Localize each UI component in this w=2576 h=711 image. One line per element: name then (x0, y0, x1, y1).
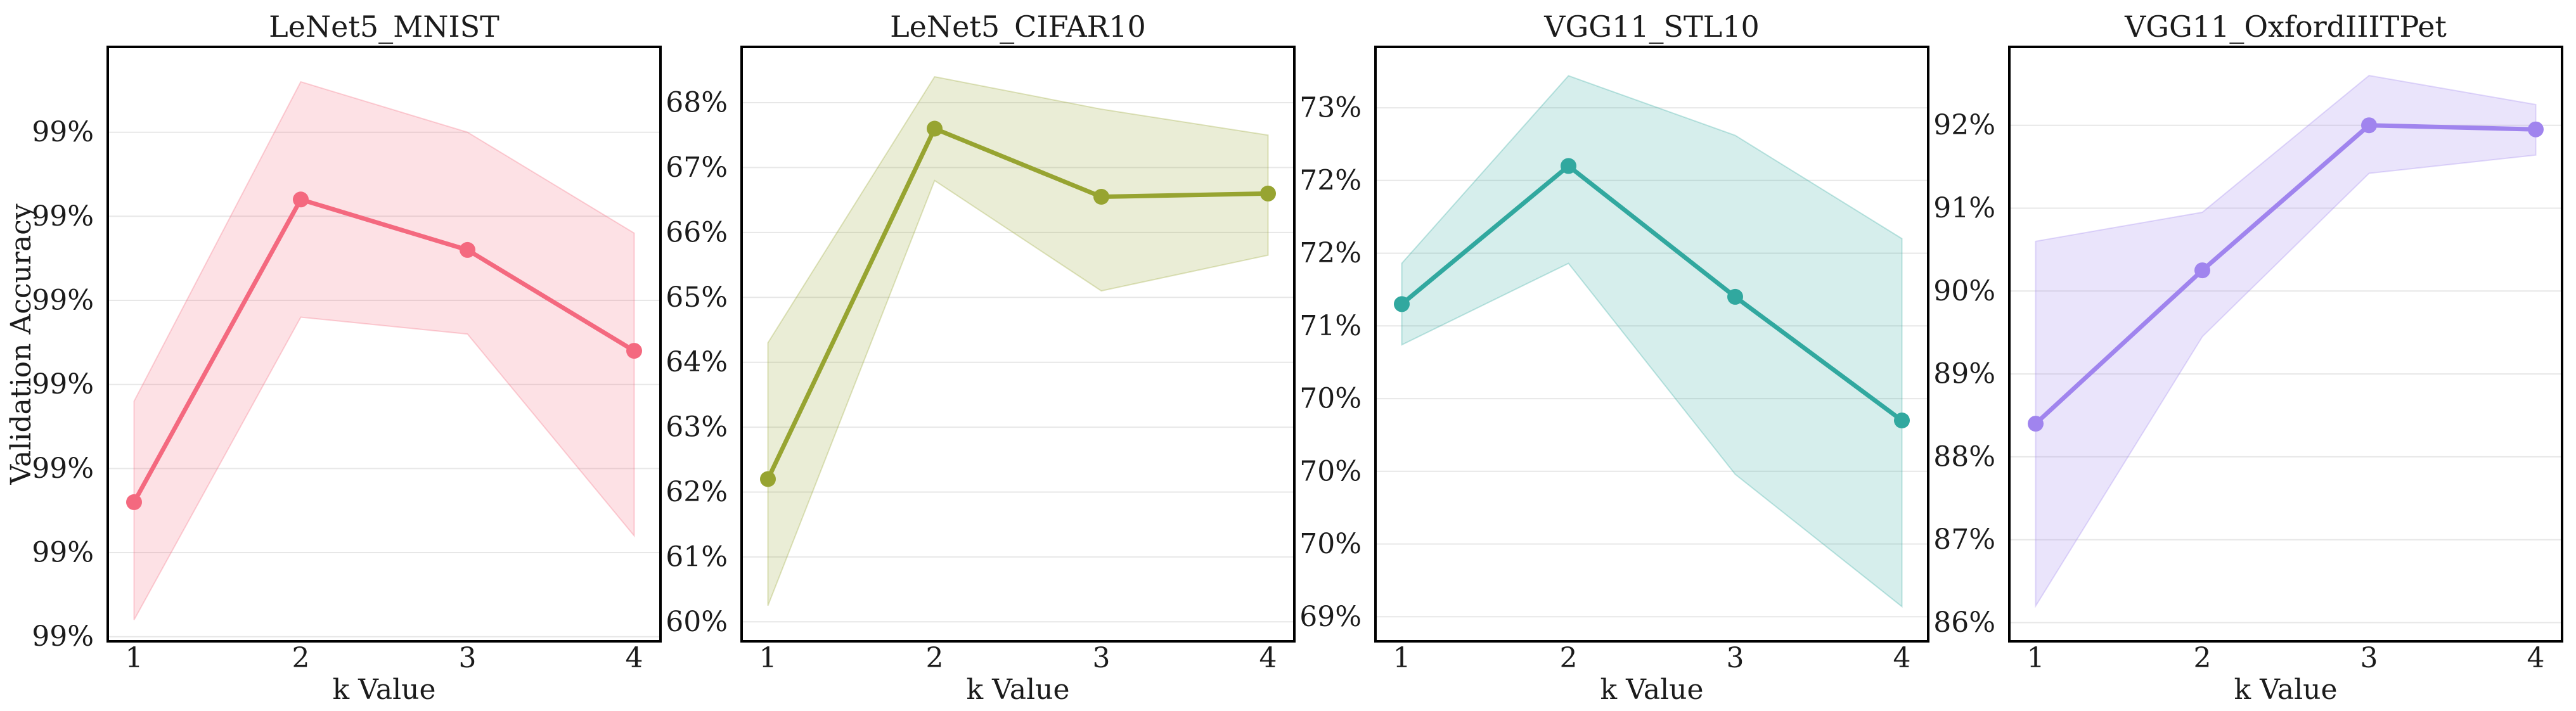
data-point-k1 (760, 471, 776, 487)
x-tick-label: 4 (2527, 642, 2545, 674)
y-tick-label: 70% (1299, 455, 1362, 487)
y-tick-label: 61% (666, 541, 728, 573)
x-tick-label: 1 (759, 642, 777, 674)
y-tick-label: 68% (666, 87, 728, 119)
chart-title: VGG11_STL10 (1543, 10, 1760, 44)
x-tick-label: 4 (626, 642, 643, 674)
y-tick-label: 99% (32, 452, 94, 485)
y-tick-label: 70% (1299, 383, 1362, 415)
y-tick-label: 65% (666, 281, 728, 314)
y-tick-label: 72% (1299, 164, 1362, 196)
y-tick-label: 99% (32, 285, 94, 317)
axes-spines (740, 46, 1296, 643)
y-tick-label: 89% (1933, 358, 1995, 390)
y-tick-label: 87% (1933, 523, 1995, 556)
y-tick-label: 99% (32, 537, 94, 569)
data-point-k4 (626, 343, 642, 359)
y-tick-label: 99% (32, 368, 94, 400)
data-point-k2 (2194, 262, 2210, 279)
y-tick-label: 88% (1933, 440, 1995, 473)
data-point-k3 (2361, 117, 2377, 134)
data-point-k3 (460, 241, 475, 258)
data-point-k1 (1394, 296, 1410, 312)
x-tick-label: 3 (1093, 642, 1111, 674)
data-point-k2 (1561, 158, 1576, 174)
x-tick-label: 2 (292, 642, 310, 674)
chart-panel-vgg11-oxfordiiitpet: 92% 91% 90% 89% 88% 87% 86% 1 2 3 4 VGG11_OxfordIII… (1933, 10, 2563, 706)
data-point-k3 (1093, 189, 1109, 205)
axes-spines (106, 46, 662, 643)
data-point-k2 (927, 120, 943, 137)
y-tick-label: 60% (666, 606, 728, 638)
y-tick-label: 73% (1299, 92, 1362, 124)
series-line (2033, 123, 2538, 426)
series-line (1400, 163, 1904, 423)
y-tick-label: 67% (666, 151, 728, 184)
x-axis-label: k Value (2234, 674, 2337, 706)
y-tick-label: 99% (32, 200, 94, 233)
axes-spines (2008, 46, 2563, 643)
x-tick-label: 1 (126, 642, 143, 674)
data-point-k3 (1727, 288, 1743, 305)
confidence-band (767, 75, 1269, 606)
x-tick-label: 2 (2194, 642, 2212, 674)
y-tick-label: 66% (666, 216, 728, 248)
y-tick-label: 91% (1933, 192, 1995, 224)
data-point-k1 (2028, 416, 2044, 432)
y-tick-label: 71% (1299, 310, 1362, 342)
x-tick-label: 4 (1893, 642, 1911, 674)
data-point-k4 (1894, 413, 1910, 428)
y-axis-label: Validation Accuracy (5, 203, 37, 485)
y-tick-label: 63% (666, 411, 728, 444)
series-line (132, 197, 636, 504)
x-tick-label: 2 (926, 642, 944, 674)
x-tick-label: 4 (1259, 642, 1277, 674)
x-tick-label: 3 (2360, 642, 2378, 674)
y-tick-label: 69% (1299, 601, 1362, 633)
series-line (766, 126, 1270, 482)
x-tick-label: 1 (2027, 642, 2045, 674)
confidence-band (2035, 75, 2537, 608)
x-tick-label: 1 (1393, 642, 1411, 674)
chart-title: LeNet5_CIFAR10 (890, 10, 1146, 44)
chart-title: VGG11_OxfordIIITPet (2124, 10, 2447, 44)
chart-panel-vgg11-stl10: 73% 72% 72% 71% 70% 70% 70% 69% 1 2 3 4 VGG11_STL10k… (1299, 10, 1929, 706)
axes-spines (1374, 46, 1929, 643)
y-tick-label: 64% (666, 346, 728, 378)
y-tick-label: 99% (32, 116, 94, 148)
y-tick-label: 70% (1299, 528, 1362, 560)
data-point-k4 (1260, 185, 1276, 202)
data-point-k1 (126, 494, 142, 510)
y-tick-label: 90% (1933, 275, 1995, 307)
y-tick-label: 92% (1933, 109, 1995, 141)
chart-title: LeNet5_MNIST (269, 10, 499, 44)
x-axis-label: k Value (1600, 674, 1703, 706)
confidence-band (1401, 75, 1903, 608)
y-tick-label: 86% (1933, 606, 1995, 639)
confidence-band (133, 80, 635, 620)
y-tick-label: 99% (32, 620, 94, 653)
chart-panel-lenet5-cifar10: 68% 67% 66% 65% 64% 63% 62% 61% 60% 1 2 3 4 LeNet5_CI… (666, 10, 1296, 706)
data-point-k2 (293, 191, 309, 208)
data-point-k4 (2528, 121, 2544, 138)
x-tick-label: 3 (459, 642, 477, 674)
x-tick-label: 2 (1560, 642, 1578, 674)
x-axis-label: k Value (966, 674, 1069, 706)
y-tick-label: 72% (1299, 237, 1362, 269)
x-tick-label: 3 (1727, 642, 1744, 674)
x-axis-label: k Value (332, 674, 435, 706)
y-tick-label: 62% (666, 476, 728, 508)
